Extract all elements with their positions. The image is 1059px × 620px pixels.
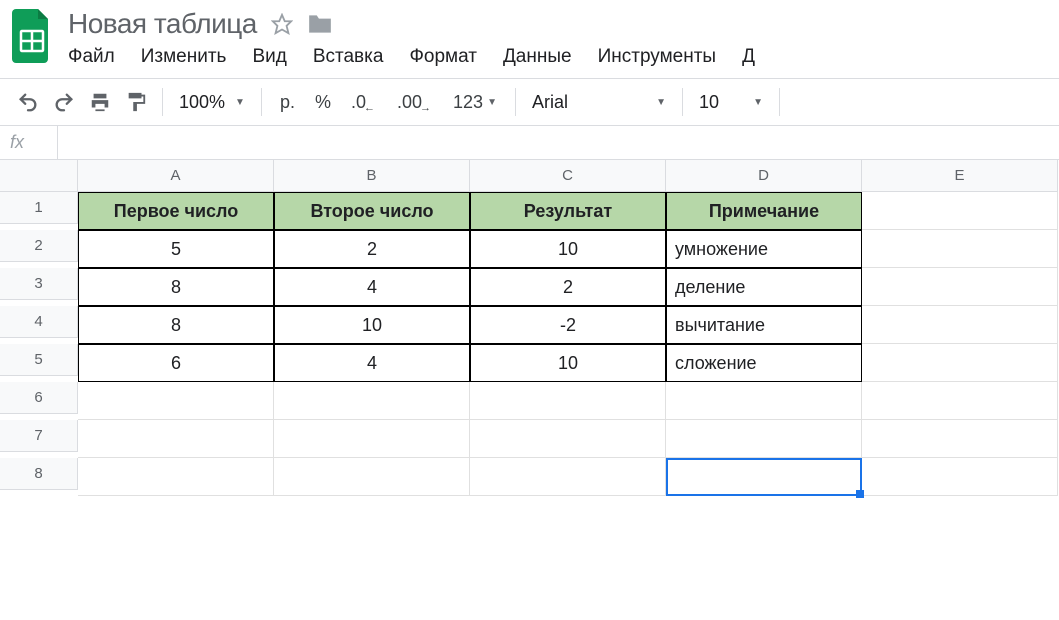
separator (779, 88, 780, 116)
chevron-down-icon: ▼ (487, 97, 497, 108)
percent-button[interactable]: % (305, 84, 341, 120)
select-all-corner[interactable] (0, 160, 78, 192)
chevron-down-icon: ▼ (656, 97, 666, 108)
chevron-down-icon: ▼ (753, 97, 763, 108)
cell-C4[interactable]: -2 (470, 306, 666, 344)
row-header-2[interactable]: 2 (0, 230, 78, 262)
cell-D7[interactable] (666, 420, 862, 458)
cell-B4[interactable]: 10 (274, 306, 470, 344)
cell-C3[interactable]: 2 (470, 268, 666, 306)
formula-bar: fx (0, 126, 1059, 160)
fontsize-dropdown[interactable]: 10 ▼ (691, 92, 771, 113)
folder-icon[interactable] (307, 13, 333, 35)
row-header-4[interactable]: 4 (0, 306, 78, 338)
cell-A1[interactable]: Первое число (78, 192, 274, 230)
cell-A6[interactable] (78, 382, 274, 420)
cell-D6[interactable] (666, 382, 862, 420)
sheets-logo (10, 8, 54, 64)
cell-B6[interactable] (274, 382, 470, 420)
menu-view[interactable]: Вид (252, 46, 286, 68)
cell-C8[interactable] (470, 458, 666, 496)
font-value: Arial (532, 92, 568, 113)
cell-B5[interactable]: 4 (274, 344, 470, 382)
row-header-3[interactable]: 3 (0, 268, 78, 300)
col-header-D[interactable]: D (666, 160, 862, 192)
separator (682, 88, 683, 116)
cell-A4[interactable]: 8 (78, 306, 274, 344)
cell-C2[interactable]: 10 (470, 230, 666, 268)
cell-D3[interactable]: деление (666, 268, 862, 306)
decrease-decimal-button[interactable]: .0← (341, 84, 387, 120)
toolbar: 100% ▼ р. % .0← .00→ 123▼ Arial ▼ 10 ▼ (0, 78, 1059, 126)
cell-D2[interactable]: умножение (666, 230, 862, 268)
row-header-5[interactable]: 5 (0, 344, 78, 376)
menu-format[interactable]: Формат (409, 46, 477, 68)
fx-label: fx (0, 126, 58, 159)
menu-bar: Файл Изменить Вид Вставка Формат Данные … (68, 46, 1059, 68)
zoom-dropdown[interactable]: 100% ▼ (171, 92, 253, 113)
menu-tools[interactable]: Инструменты (598, 46, 716, 68)
menu-last[interactable]: Д (742, 46, 755, 68)
print-button[interactable] (82, 84, 118, 120)
cell-C5[interactable]: 10 (470, 344, 666, 382)
cell-E1[interactable] (862, 192, 1058, 230)
cell-D5[interactable]: сложение (666, 344, 862, 382)
formula-input[interactable] (58, 126, 1059, 159)
col-header-E[interactable]: E (862, 160, 1058, 192)
col-header-B[interactable]: B (274, 160, 470, 192)
row-header-6[interactable]: 6 (0, 382, 78, 414)
cell-A7[interactable] (78, 420, 274, 458)
header: Новая таблица Файл Изменить Вид Вставка … (0, 0, 1059, 68)
menu-insert[interactable]: Вставка (313, 46, 384, 68)
font-dropdown[interactable]: Arial ▼ (524, 92, 674, 113)
doc-title[interactable]: Новая таблица (68, 8, 257, 40)
cell-D8-selected[interactable] (666, 458, 862, 496)
cell-A3[interactable]: 8 (78, 268, 274, 306)
row-header-1[interactable]: 1 (0, 192, 78, 224)
cell-E7[interactable] (862, 420, 1058, 458)
redo-button[interactable] (46, 84, 82, 120)
cell-E4[interactable] (862, 306, 1058, 344)
separator (515, 88, 516, 116)
cell-B2[interactable]: 2 (274, 230, 470, 268)
number-format-dropdown[interactable]: 123▼ (443, 84, 507, 120)
cell-E8[interactable] (862, 458, 1058, 496)
cell-E6[interactable] (862, 382, 1058, 420)
cell-C7[interactable] (470, 420, 666, 458)
col-header-A[interactable]: A (78, 160, 274, 192)
separator (162, 88, 163, 116)
row-header-7[interactable]: 7 (0, 420, 78, 452)
menu-file[interactable]: Файл (68, 46, 115, 68)
spreadsheet-grid: A B C D E 1 Первое число Второе число Ре… (0, 160, 1059, 496)
cell-B8[interactable] (274, 458, 470, 496)
menu-data[interactable]: Данные (503, 46, 572, 68)
cell-A8[interactable] (78, 458, 274, 496)
separator (261, 88, 262, 116)
undo-button[interactable] (10, 84, 46, 120)
paint-format-button[interactable] (118, 84, 154, 120)
chevron-down-icon: ▼ (235, 97, 245, 108)
increase-decimal-button[interactable]: .00→ (387, 84, 443, 120)
cell-B1[interactable]: Второе число (274, 192, 470, 230)
cell-A5[interactable]: 6 (78, 344, 274, 382)
cell-D1[interactable]: Примечание (666, 192, 862, 230)
cell-A2[interactable]: 5 (78, 230, 274, 268)
fontsize-value: 10 (699, 92, 719, 113)
cell-E3[interactable] (862, 268, 1058, 306)
cell-E5[interactable] (862, 344, 1058, 382)
cell-C6[interactable] (470, 382, 666, 420)
menu-edit[interactable]: Изменить (141, 46, 227, 68)
cell-B7[interactable] (274, 420, 470, 458)
zoom-value: 100% (179, 92, 225, 113)
col-header-C[interactable]: C (470, 160, 666, 192)
cell-D4[interactable]: вычитание (666, 306, 862, 344)
star-icon[interactable] (271, 13, 293, 35)
title-area: Новая таблица Файл Изменить Вид Вставка … (68, 8, 1059, 68)
cell-E2[interactable] (862, 230, 1058, 268)
cell-B3[interactable]: 4 (274, 268, 470, 306)
currency-button[interactable]: р. (270, 84, 305, 120)
row-header-8[interactable]: 8 (0, 458, 78, 490)
cell-C1[interactable]: Результат (470, 192, 666, 230)
